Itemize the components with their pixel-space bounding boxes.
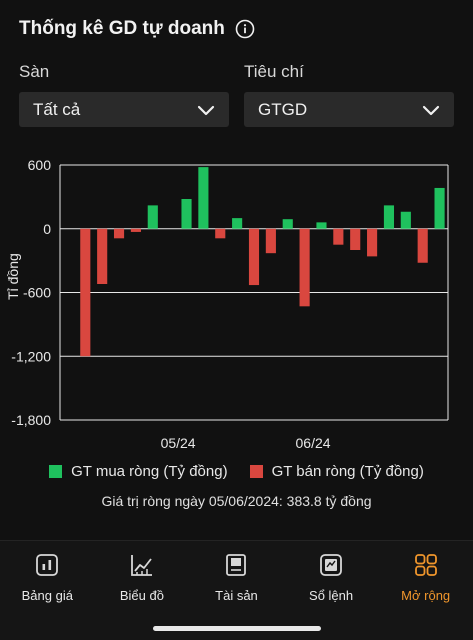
- bar-sell: [265, 228, 276, 254]
- exchange-label: Sàn: [19, 62, 50, 81]
- chart-icon: [130, 555, 152, 576]
- x-tick-label: 06/24: [296, 435, 331, 451]
- bar-sell: [333, 228, 344, 245]
- bar-buy: [232, 218, 243, 229]
- y-axis-label: Tỉ đồng: [5, 253, 21, 300]
- bottom-nav: Bảng giá Biểu đồ Tài sản Sổ lệnh: [0, 541, 473, 640]
- bar-sell: [367, 228, 378, 257]
- nav-item-chart[interactable]: Biểu đồ: [95, 541, 190, 640]
- bar-buy: [181, 199, 192, 229]
- legend-swatch-buy: [49, 465, 63, 478]
- criteria-select[interactable]: GTGD: [244, 92, 454, 127]
- page-title: Thống kê GD tự doanh: [19, 18, 225, 39]
- bar-sell: [215, 228, 226, 239]
- assets-icon: [226, 554, 247, 576]
- nav-label: Mở rộng: [401, 588, 451, 603]
- bar-buy: [316, 222, 327, 229]
- y-tick-label: 0: [43, 221, 51, 237]
- nav-label: Tài sản: [215, 588, 258, 603]
- nav-item-assets[interactable]: Tài sản: [189, 541, 284, 640]
- criteria-select-value: GTGD: [258, 99, 308, 119]
- legend-item-sell: GT bán ròng (Tỷ đồng): [249, 463, 424, 480]
- price-board-icon: [36, 554, 59, 576]
- page-header: Thống kê GD tự doanh: [19, 18, 255, 40]
- info-icon[interactable]: [235, 19, 255, 39]
- bar-sell: [113, 228, 125, 239]
- bar-buy: [400, 211, 411, 229]
- nav-label: Sổ lệnh: [309, 588, 354, 603]
- bar-sell: [350, 228, 361, 250]
- y-tick-label: -600: [23, 285, 51, 301]
- bar-sell: [130, 228, 141, 232]
- criteria-label: Tiêu chí: [244, 62, 304, 81]
- legend-item-buy: GT mua ròng (Tỷ đồng): [49, 463, 228, 480]
- bar-sell: [80, 228, 91, 357]
- nav-label: Biểu đồ: [119, 588, 164, 603]
- y-tick-label: -1,200: [11, 348, 51, 364]
- bar-sell: [299, 228, 310, 307]
- nav-divider: [0, 540, 473, 541]
- net-trading-bar-chart: 600 0 -600 -1,200 -1,800 Tỉ đồng 05/24 06/24: [5, 157, 449, 451]
- order-book-icon: [320, 554, 342, 576]
- more-grid-icon: [414, 554, 437, 576]
- y-tick-label: 600: [28, 157, 52, 173]
- bar-buy: [198, 167, 209, 229]
- net-value-summary: Giá trị ròng ngày 05/06/2024: 383.8 tỷ đ…: [101, 493, 372, 509]
- y-tick-label: -1,800: [11, 412, 51, 428]
- bar-sell: [248, 228, 260, 286]
- chevron-down-icon: [197, 105, 215, 115]
- home-indicator: [153, 626, 321, 631]
- bar-buy: [282, 219, 293, 229]
- legend-label-buy: GT mua ròng (Tỷ đồng): [71, 463, 228, 480]
- bar-buy: [147, 205, 158, 229]
- exchange-select-value: Tất cả: [33, 99, 81, 119]
- chart-legend: GT mua ròng (Tỷ đồng) GT bán ròng (Tỷ đồ…: [0, 463, 473, 480]
- legend-label-sell: GT bán ròng (Tỷ đồng): [271, 463, 424, 480]
- nav-label: Bảng giá: [21, 588, 73, 603]
- bar-buy: [434, 187, 445, 229]
- nav-item-order-book[interactable]: Sổ lệnh: [284, 541, 379, 640]
- exchange-select[interactable]: Tất cả: [19, 92, 229, 127]
- x-tick-label: 05/24: [161, 435, 196, 451]
- legend-swatch-sell: [249, 465, 263, 478]
- bar-buy: [383, 205, 395, 229]
- nav-item-more[interactable]: Mở rộng: [378, 541, 473, 640]
- bar-sell: [97, 228, 108, 284]
- chevron-down-icon: [422, 105, 440, 115]
- nav-item-price-board[interactable]: Bảng giá: [0, 541, 95, 640]
- bar-sell: [417, 228, 428, 263]
